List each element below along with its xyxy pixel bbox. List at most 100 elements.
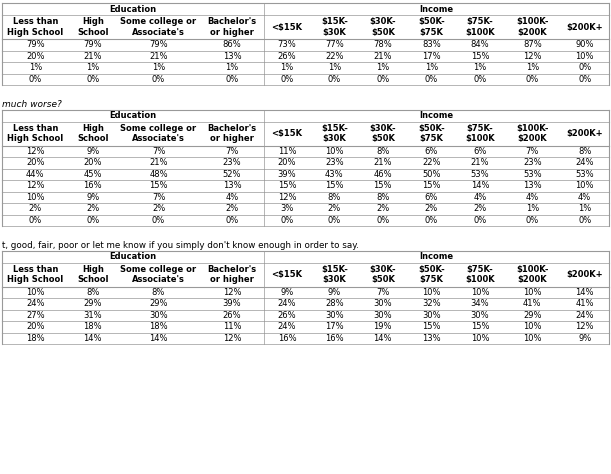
Text: 50%: 50% xyxy=(422,170,441,179)
Text: 6%: 6% xyxy=(474,147,486,156)
Text: 1%: 1% xyxy=(225,63,239,72)
Text: 13%: 13% xyxy=(422,334,441,343)
Text: $30K-
$50K: $30K- $50K xyxy=(370,124,396,143)
Text: 1%: 1% xyxy=(525,204,539,213)
Text: 15%: 15% xyxy=(422,322,441,331)
Text: 28%: 28% xyxy=(325,299,343,308)
Text: 1%: 1% xyxy=(152,63,165,72)
Text: 8%: 8% xyxy=(376,193,389,202)
Text: 12%: 12% xyxy=(26,147,45,156)
Text: 0%: 0% xyxy=(376,75,389,84)
Text: 10%: 10% xyxy=(523,322,541,331)
Text: 39%: 39% xyxy=(222,299,241,308)
Text: $15K-
$30K: $15K- $30K xyxy=(321,17,348,36)
Text: 21%: 21% xyxy=(373,158,392,167)
Text: 14%: 14% xyxy=(470,181,489,190)
Text: 2%: 2% xyxy=(327,204,341,213)
Text: 17%: 17% xyxy=(422,52,441,61)
Text: 26%: 26% xyxy=(222,311,241,320)
Text: 0%: 0% xyxy=(280,216,294,225)
Text: Education: Education xyxy=(109,252,156,261)
Text: 14%: 14% xyxy=(373,334,392,343)
Text: 23%: 23% xyxy=(222,158,241,167)
Text: 24%: 24% xyxy=(278,299,296,308)
Text: 78%: 78% xyxy=(373,40,392,49)
Text: 18%: 18% xyxy=(149,322,168,331)
Text: $100K-
$200K: $100K- $200K xyxy=(516,124,549,143)
Text: 10%: 10% xyxy=(26,288,45,297)
Text: 10%: 10% xyxy=(576,52,594,61)
Text: 10%: 10% xyxy=(523,288,541,297)
Text: $30K-
$50K: $30K- $50K xyxy=(370,17,396,36)
Text: 0%: 0% xyxy=(474,75,486,84)
Text: 2%: 2% xyxy=(225,204,239,213)
Text: $200K+: $200K+ xyxy=(566,22,603,31)
Text: much worse?: much worse? xyxy=(2,100,62,109)
Text: 30%: 30% xyxy=(325,311,343,320)
Text: 20%: 20% xyxy=(26,158,45,167)
Text: 13%: 13% xyxy=(523,181,541,190)
Text: 0%: 0% xyxy=(525,75,539,84)
Text: $75K-
$100K: $75K- $100K xyxy=(465,124,495,143)
Text: 24%: 24% xyxy=(278,322,296,331)
Text: 15%: 15% xyxy=(422,181,441,190)
Text: 11%: 11% xyxy=(278,147,296,156)
Text: 22%: 22% xyxy=(422,158,441,167)
Text: 6%: 6% xyxy=(425,193,438,202)
Text: 26%: 26% xyxy=(277,52,296,61)
Text: 8%: 8% xyxy=(86,288,100,297)
Text: 29%: 29% xyxy=(523,311,541,320)
Text: 2%: 2% xyxy=(152,204,165,213)
Text: 0%: 0% xyxy=(474,216,486,225)
Text: 1%: 1% xyxy=(29,63,42,72)
Text: 53%: 53% xyxy=(576,170,594,179)
Text: $50K-
$75K: $50K- $75K xyxy=(418,17,445,36)
Text: 0%: 0% xyxy=(29,216,42,225)
Text: 10%: 10% xyxy=(523,334,541,343)
Text: 8%: 8% xyxy=(152,288,165,297)
Text: 53%: 53% xyxy=(523,170,541,179)
Text: 12%: 12% xyxy=(523,52,541,61)
Text: Some college or
Associate's: Some college or Associate's xyxy=(120,124,197,143)
Text: 0%: 0% xyxy=(376,216,389,225)
Text: 0%: 0% xyxy=(578,63,591,72)
Text: 15%: 15% xyxy=(470,322,489,331)
Text: 3%: 3% xyxy=(280,204,294,213)
Text: 79%: 79% xyxy=(149,40,168,49)
Text: 15%: 15% xyxy=(470,52,489,61)
Text: 20%: 20% xyxy=(26,52,45,61)
Text: 6%: 6% xyxy=(425,147,438,156)
Text: 0%: 0% xyxy=(425,75,438,84)
Text: 30%: 30% xyxy=(373,299,392,308)
Text: 8%: 8% xyxy=(578,147,591,156)
Text: 53%: 53% xyxy=(470,170,489,179)
Text: 20%: 20% xyxy=(26,322,45,331)
Text: 1%: 1% xyxy=(376,63,389,72)
Text: Less than
High School: Less than High School xyxy=(7,265,64,284)
Text: 1%: 1% xyxy=(86,63,100,72)
Text: 0%: 0% xyxy=(152,216,165,225)
Text: 77%: 77% xyxy=(325,40,343,49)
Text: High
School: High School xyxy=(77,265,109,284)
Text: 19%: 19% xyxy=(373,322,392,331)
Text: 23%: 23% xyxy=(523,158,541,167)
Text: 20%: 20% xyxy=(84,158,102,167)
Text: 30%: 30% xyxy=(373,311,392,320)
Text: Income: Income xyxy=(419,252,453,261)
Text: 41%: 41% xyxy=(523,299,541,308)
Text: 79%: 79% xyxy=(26,40,45,49)
Text: 90%: 90% xyxy=(576,40,594,49)
Text: 15%: 15% xyxy=(373,181,392,190)
Text: 0%: 0% xyxy=(525,216,539,225)
Text: Bachelor's
or higher: Bachelor's or higher xyxy=(208,17,257,36)
Text: 9%: 9% xyxy=(86,193,100,202)
Text: $15K-
$30K: $15K- $30K xyxy=(321,265,348,284)
Text: 12%: 12% xyxy=(576,322,594,331)
Text: 45%: 45% xyxy=(84,170,102,179)
Text: 29%: 29% xyxy=(149,299,168,308)
Text: 15%: 15% xyxy=(278,181,296,190)
Text: 10%: 10% xyxy=(26,193,45,202)
Text: 10%: 10% xyxy=(470,334,489,343)
Text: 30%: 30% xyxy=(149,311,168,320)
Text: High
School: High School xyxy=(77,17,109,36)
